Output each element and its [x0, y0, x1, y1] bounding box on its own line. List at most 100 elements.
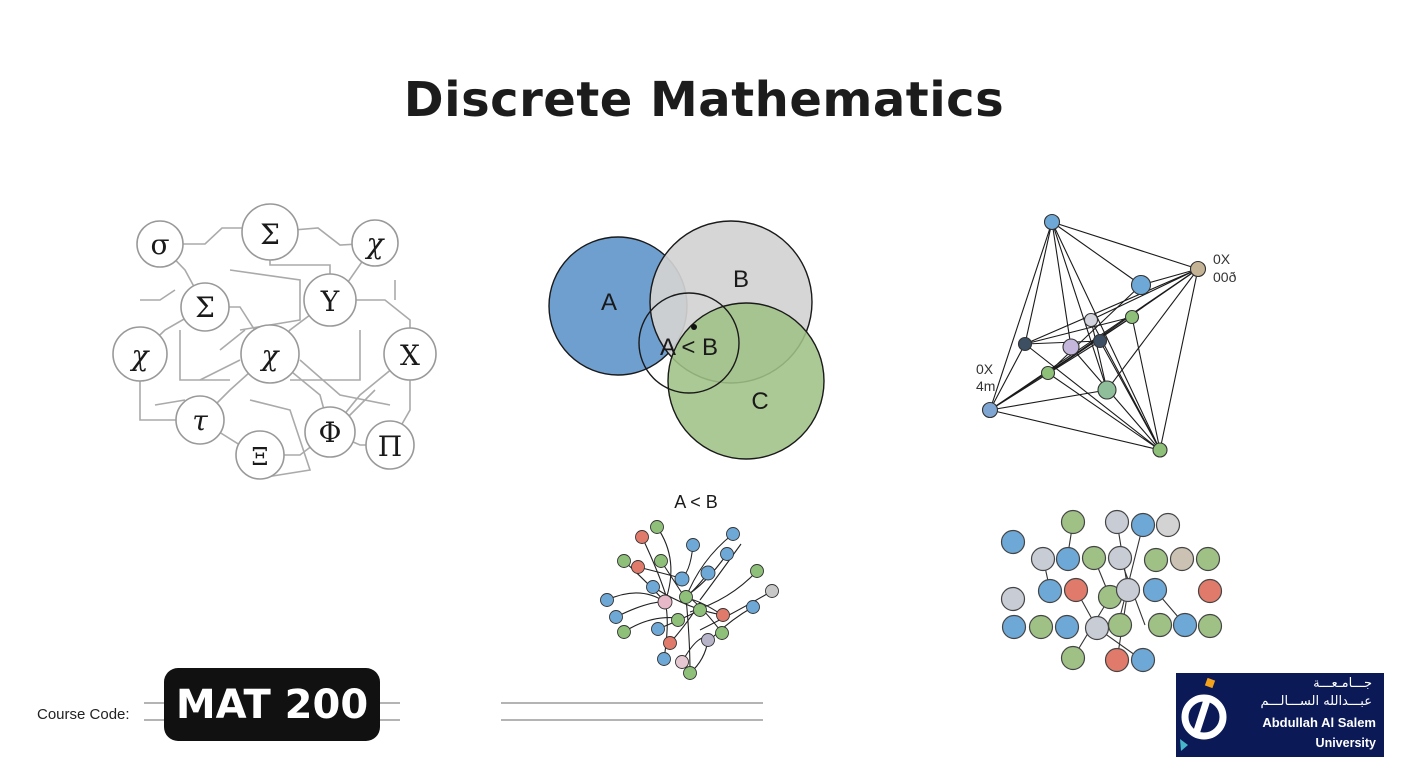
greek-label: χ: [365, 227, 386, 260]
grid-node: [1030, 546, 1056, 572]
grid-node: [1104, 647, 1130, 673]
graph-node: [716, 608, 730, 622]
venn-intersection: [638, 292, 740, 394]
grid-node: [1195, 546, 1221, 572]
university-emblem-icon: [1180, 677, 1227, 751]
grid-node: [1037, 578, 1063, 604]
greek-node: [351, 219, 399, 267]
greek-letter-nodes: [112, 203, 437, 480]
network-label: 0X: [1213, 251, 1231, 267]
network-node: [1189, 260, 1207, 278]
grid-node: [1055, 546, 1081, 572]
grid-node: [1060, 645, 1086, 671]
venn-dot: [691, 324, 697, 330]
greek-label: χ: [260, 339, 281, 372]
graph-node: [715, 626, 729, 640]
course-code-value: MAT 200: [175, 681, 369, 728]
logo-english-line2: University: [1315, 736, 1376, 750]
graph-node: [617, 625, 631, 639]
graph-node: [700, 565, 716, 581]
graph-node: [650, 520, 664, 534]
tangled-graph-nodes: [600, 520, 779, 680]
grid-node: [1060, 509, 1086, 535]
graph-node: [617, 554, 631, 568]
venn-diagram: [548, 220, 825, 460]
greek-label: σ: [150, 228, 169, 261]
graph-node: [654, 554, 668, 568]
greek-node: [180, 282, 230, 332]
greek-node: [240, 324, 300, 384]
grid-node: [1000, 586, 1026, 612]
grid-node: [1084, 615, 1110, 641]
greek-node: [365, 420, 415, 470]
graph-node: [635, 530, 649, 544]
greek-label: Σ: [260, 218, 280, 251]
graph-node: [609, 610, 623, 624]
graph-node: [693, 603, 707, 617]
graph-node: [600, 593, 614, 607]
network-node: [1124, 309, 1140, 325]
greek-node: [175, 395, 225, 445]
network-labels: 0X 00ð 0X 4m: [976, 251, 1237, 394]
grid-node: [1155, 512, 1181, 538]
greek-label: Σ: [195, 291, 215, 324]
grid-node: [1054, 614, 1080, 640]
venn-label-a: A: [601, 289, 617, 316]
graph-node: [679, 590, 693, 604]
grid-node: [1130, 647, 1156, 673]
network-label: 00ð: [1213, 269, 1237, 285]
graph-node: [657, 594, 673, 610]
greek-node: [241, 203, 299, 261]
greek-label: Φ: [319, 416, 342, 449]
page-title: Discrete Mathematics: [403, 72, 1005, 128]
university-logo: جـــامـعـــة عبـــدالله الســـالـــم Abd…: [1176, 673, 1384, 757]
graph-node: [746, 600, 760, 614]
network-nodes: [981, 213, 1207, 458]
grid-node: [1001, 614, 1027, 640]
venn-center-label: A < B: [660, 334, 718, 361]
grid-node: [1104, 509, 1130, 535]
grid-node: [1115, 577, 1141, 603]
network-node: [1062, 338, 1080, 356]
network-node: [1017, 336, 1033, 352]
graph-node: [701, 633, 715, 647]
course-code-label: Course Code:: [37, 706, 130, 723]
graph-node: [720, 547, 734, 561]
course-code-badge: MAT 200: [164, 668, 380, 741]
network-node: [1092, 333, 1108, 349]
graph-node: [726, 527, 740, 541]
circle-grid-nodes: [1000, 509, 1223, 673]
network-node: [1040, 365, 1056, 381]
grid-node: [1197, 578, 1223, 604]
grid-node: [1172, 612, 1198, 638]
greek-node: [304, 406, 356, 458]
graph-node: [765, 584, 779, 598]
venn-label-b: B: [733, 266, 749, 293]
greek-label: Π: [378, 430, 402, 463]
graph-node: [631, 560, 645, 574]
graph-node: [686, 538, 700, 552]
graph-node: [646, 580, 660, 594]
network-node: [981, 401, 999, 419]
graph-node: [663, 636, 677, 650]
greek-letter-labels: σ Σ χ Σ Y χ χ X τ Φ Π Ξ: [130, 218, 421, 471]
grid-node: [1081, 545, 1107, 571]
grid-node: [1000, 529, 1026, 555]
grid-node: [1143, 547, 1169, 573]
greek-node: [112, 326, 168, 382]
logo-arabic-line1: جـــامـعـــة: [1313, 676, 1372, 691]
greek-node: [383, 327, 437, 381]
greek-label: Ξ: [252, 443, 269, 471]
greek-node: [136, 220, 184, 268]
network-node: [1152, 442, 1168, 458]
network-graph: [989, 221, 1199, 451]
graph-node: [651, 622, 665, 636]
grid-node: [1197, 613, 1223, 639]
grid-node: [1169, 546, 1195, 572]
bottom-graph-label: A < B: [674, 492, 718, 512]
network-node: [1043, 213, 1061, 231]
venn-set-c: [667, 302, 825, 460]
venn-labels: A B C A < B: [601, 266, 769, 415]
greek-label: τ: [192, 404, 208, 437]
